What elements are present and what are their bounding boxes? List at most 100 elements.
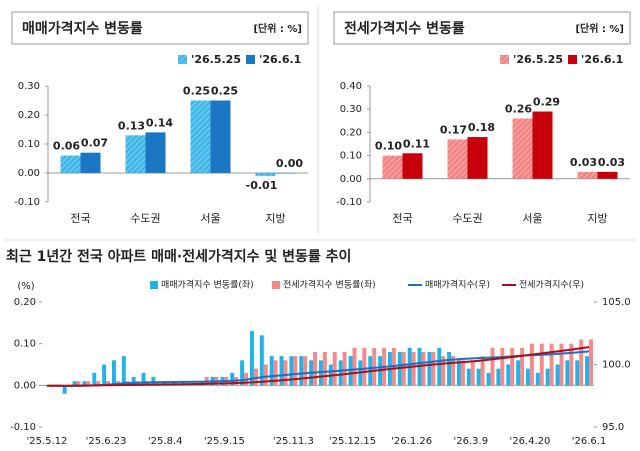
bar <box>441 356 446 386</box>
y-tick-label: 0.00 <box>14 380 36 391</box>
y-tick-label: 0.10 <box>340 151 362 162</box>
legend-swatch <box>150 281 158 289</box>
bar <box>338 360 343 386</box>
bar <box>402 153 423 179</box>
bar <box>184 381 189 386</box>
bar <box>255 173 276 176</box>
bar <box>180 381 185 386</box>
bar <box>476 368 481 386</box>
y-tick-label: 0.10 <box>14 339 36 350</box>
bar <box>451 356 456 386</box>
value-label: 0.18 <box>468 121 495 134</box>
x-tick-label: 지방 <box>265 212 285 225</box>
chart-title: 매매가격지수 변동률 <box>22 20 143 37</box>
bar <box>275 173 296 174</box>
value-label: 0.11 <box>403 137 430 150</box>
bar <box>480 356 485 386</box>
bar <box>427 352 432 386</box>
chart-title: 최근 1년간 전국 아파트 매매·전세가격지수 및 변동률 추이 <box>6 248 351 265</box>
bar <box>131 377 136 386</box>
x-tick-label: 전국 <box>392 212 412 225</box>
bar <box>575 360 580 386</box>
bar <box>597 171 618 179</box>
bar <box>500 347 505 386</box>
bar <box>549 343 554 386</box>
y-tick-label: 0.20 <box>14 297 36 308</box>
bar <box>111 360 116 386</box>
value-label: 0.06 <box>53 140 80 153</box>
bar <box>293 356 298 386</box>
value-label: 0.00 <box>276 157 303 170</box>
y-tick-label: 0.30 <box>340 104 362 115</box>
x-tick-label: '26.1.26 <box>391 436 432 447</box>
bar <box>190 100 211 173</box>
bar <box>80 152 101 173</box>
legend-label: '26.6.1 <box>259 53 301 66</box>
value-label: 0.10 <box>375 140 402 153</box>
bar <box>263 364 268 386</box>
bar <box>42 385 47 386</box>
bar <box>96 381 101 386</box>
value-label: 0.07 <box>81 137 108 150</box>
x-tick-label: '25.11.3 <box>273 436 314 447</box>
bar <box>532 111 553 179</box>
bar <box>372 347 377 386</box>
y2-tick-label: 105.0 <box>602 297 631 308</box>
y-tick-label: -0.10 <box>10 422 36 433</box>
bar <box>313 352 318 386</box>
line <box>46 350 590 388</box>
value-label: 0.03 <box>598 156 625 169</box>
title-box <box>333 11 631 45</box>
legend-label: 전세가격지수 변동률(좌) <box>283 279 376 291</box>
value-label: 0.17 <box>440 123 467 136</box>
bar <box>259 335 264 386</box>
legend-swatch <box>568 55 577 64</box>
legend-label: 매매가격지수 변동률(좌) <box>161 279 254 291</box>
bar <box>273 360 278 386</box>
unit-note: [단위 : %] <box>253 22 302 35</box>
bar <box>589 339 594 386</box>
bar <box>510 347 515 386</box>
line <box>46 346 590 387</box>
bar <box>512 118 533 179</box>
bar <box>210 100 231 173</box>
bar <box>322 352 327 386</box>
bar <box>249 331 254 386</box>
bar <box>506 364 511 386</box>
bar <box>411 352 416 386</box>
x-tick-label: 수도권 <box>130 212 160 225</box>
title-box <box>11 11 309 45</box>
legend-label: '26.6.1 <box>581 53 623 66</box>
bar <box>525 368 530 386</box>
bar <box>342 352 347 386</box>
bar <box>466 368 471 386</box>
x-tick-label: '25.5.12 <box>26 436 67 447</box>
bar <box>269 356 274 386</box>
x-tick-label: 서울 <box>522 212 542 225</box>
bar <box>470 360 475 386</box>
value-label: 0.13 <box>118 119 145 132</box>
y-axis-label: (%) <box>17 281 34 292</box>
value-label: 0.03 <box>570 156 597 169</box>
value-label: 0.29 <box>533 96 560 109</box>
x-tick-label: 서울 <box>200 212 220 225</box>
bar <box>230 372 235 386</box>
bar <box>86 381 91 386</box>
y2-tick-label: 95.0 <box>602 422 624 433</box>
bar <box>382 155 403 179</box>
bar <box>579 339 584 386</box>
x-tick-label: '26.3.9 <box>454 436 489 447</box>
y-tick-label: 0.00 <box>340 174 362 185</box>
bar <box>62 385 67 394</box>
bar <box>352 347 357 386</box>
legend-label: '26.5.25 <box>513 53 563 66</box>
bar <box>165 381 170 386</box>
bar <box>486 372 491 386</box>
bar <box>145 132 166 173</box>
bar <box>447 352 452 386</box>
bar <box>496 368 501 386</box>
bar <box>141 372 146 386</box>
bar <box>569 343 574 386</box>
bar <box>585 356 590 386</box>
